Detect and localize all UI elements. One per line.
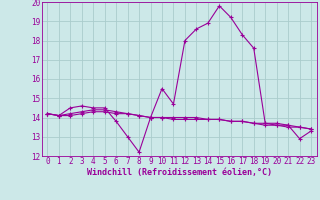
X-axis label: Windchill (Refroidissement éolien,°C): Windchill (Refroidissement éolien,°C) (87, 168, 272, 177)
